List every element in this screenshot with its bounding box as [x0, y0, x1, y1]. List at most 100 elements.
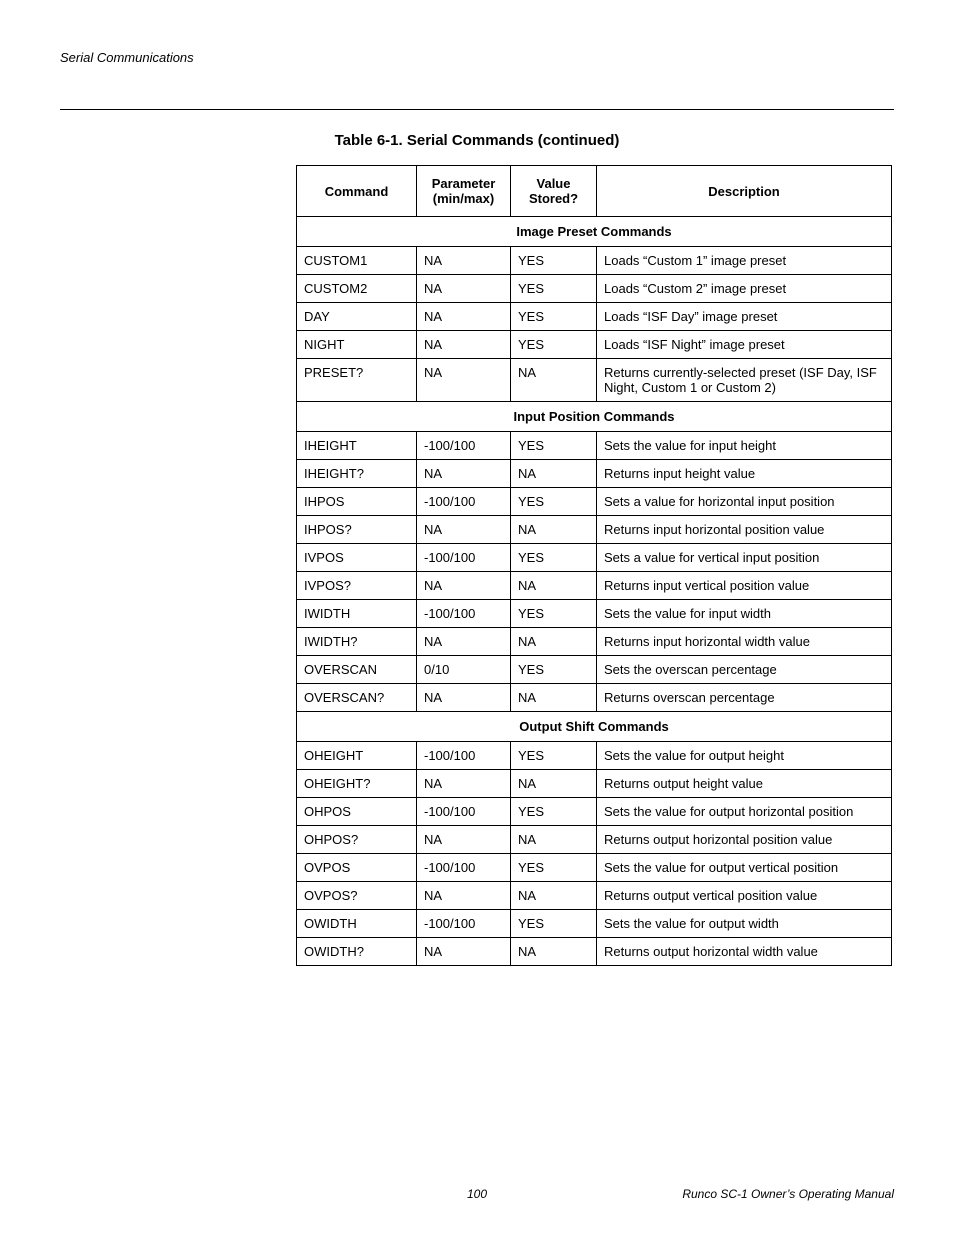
- cell-stored: YES: [511, 331, 597, 359]
- table-caption: Table 6-1. Serial Commands (continued): [60, 132, 894, 149]
- cell-param: NA: [417, 516, 511, 544]
- cell-stored: NA: [511, 826, 597, 854]
- cell-cmd: OHPOS: [297, 798, 417, 826]
- cell-param: NA: [417, 275, 511, 303]
- cell-param: -100/100: [417, 544, 511, 572]
- cell-cmd: PRESET?: [297, 359, 417, 402]
- cell-desc: Loads “Custom 2” image preset: [597, 275, 892, 303]
- cell-stored: YES: [511, 600, 597, 628]
- cell-stored: NA: [511, 572, 597, 600]
- cell-stored: NA: [511, 882, 597, 910]
- cell-cmd: IVPOS: [297, 544, 417, 572]
- cell-cmd: IHEIGHT: [297, 432, 417, 460]
- cell-stored: NA: [511, 516, 597, 544]
- cell-desc: Sets the value for input height: [597, 432, 892, 460]
- cell-cmd: OVERSCAN?: [297, 684, 417, 712]
- cell-param: -100/100: [417, 854, 511, 882]
- table-row: IVPOS?NANAReturns input vertical positio…: [297, 572, 892, 600]
- table-row: OHPOS?NANAReturns output horizontal posi…: [297, 826, 892, 854]
- cell-cmd: OHPOS?: [297, 826, 417, 854]
- cell-stored: YES: [511, 798, 597, 826]
- cell-desc: Returns input horizontal width value: [597, 628, 892, 656]
- table-row: IWIDTH?NANAReturns input horizontal widt…: [297, 628, 892, 656]
- table-section-row: Image Preset Commands: [297, 217, 892, 247]
- cell-stored: YES: [511, 303, 597, 331]
- cell-stored: YES: [511, 742, 597, 770]
- table-row: OHPOS-100/100YESSets the value for outpu…: [297, 798, 892, 826]
- table-container: Command Parameter (min/max) Value Stored…: [296, 165, 892, 966]
- cell-desc: Returns output horizontal width value: [597, 938, 892, 966]
- page-header: Serial Communications: [60, 50, 894, 110]
- cell-cmd: OHEIGHT: [297, 742, 417, 770]
- cell-cmd: DAY: [297, 303, 417, 331]
- cell-desc: Returns currently-selected preset (ISF D…: [597, 359, 892, 402]
- table-row: CUSTOM1NAYESLoads “Custom 1” image prese…: [297, 247, 892, 275]
- cell-param: 0/10: [417, 656, 511, 684]
- cell-cmd: IWIDTH?: [297, 628, 417, 656]
- table-row: OWIDTH-100/100YESSets the value for outp…: [297, 910, 892, 938]
- col-header-description: Description: [597, 166, 892, 217]
- cell-desc: Returns output horizontal position value: [597, 826, 892, 854]
- cell-cmd: IHEIGHT?: [297, 460, 417, 488]
- cell-param: -100/100: [417, 600, 511, 628]
- cell-cmd: CUSTOM2: [297, 275, 417, 303]
- cell-desc: Loads “ISF Night” image preset: [597, 331, 892, 359]
- cell-stored: NA: [511, 460, 597, 488]
- table-row: IWIDTH-100/100YESSets the value for inpu…: [297, 600, 892, 628]
- col-header-stored: Value Stored?: [511, 166, 597, 217]
- cell-cmd: IHPOS?: [297, 516, 417, 544]
- cell-cmd: NIGHT: [297, 331, 417, 359]
- cell-desc: Returns output height value: [597, 770, 892, 798]
- table-row: IHPOS?NANAReturns input horizontal posit…: [297, 516, 892, 544]
- cell-desc: Sets the value for output horizontal pos…: [597, 798, 892, 826]
- cell-stored: NA: [511, 770, 597, 798]
- cell-desc: Returns input horizontal position value: [597, 516, 892, 544]
- cell-desc: Sets a value for horizontal input positi…: [597, 488, 892, 516]
- cell-param: NA: [417, 826, 511, 854]
- cell-desc: Returns overscan percentage: [597, 684, 892, 712]
- cell-stored: YES: [511, 544, 597, 572]
- cell-cmd: OWIDTH: [297, 910, 417, 938]
- cell-stored: YES: [511, 488, 597, 516]
- cell-param: NA: [417, 247, 511, 275]
- cell-cmd: IHPOS: [297, 488, 417, 516]
- table-row: OVPOS?NANAReturns output vertical positi…: [297, 882, 892, 910]
- table-row: OHEIGHT?NANAReturns output height value: [297, 770, 892, 798]
- cell-cmd: OVPOS?: [297, 882, 417, 910]
- cell-stored: NA: [511, 359, 597, 402]
- cell-param: NA: [417, 628, 511, 656]
- cell-param: NA: [417, 684, 511, 712]
- cell-cmd: IWIDTH: [297, 600, 417, 628]
- table-row: OWIDTH?NANAReturns output horizontal wid…: [297, 938, 892, 966]
- cell-param: -100/100: [417, 798, 511, 826]
- cell-param: -100/100: [417, 488, 511, 516]
- table-row: IHEIGHT?NANAReturns input height value: [297, 460, 892, 488]
- table-row: CUSTOM2NAYESLoads “Custom 2” image prese…: [297, 275, 892, 303]
- cell-desc: Sets the value for input width: [597, 600, 892, 628]
- cell-stored: NA: [511, 938, 597, 966]
- table-header-row: Command Parameter (min/max) Value Stored…: [297, 166, 892, 217]
- table-row: IHPOS-100/100YESSets a value for horizon…: [297, 488, 892, 516]
- cell-param: -100/100: [417, 432, 511, 460]
- cell-desc: Loads “ISF Day” image preset: [597, 303, 892, 331]
- cell-cmd: IVPOS?: [297, 572, 417, 600]
- cell-param: NA: [417, 882, 511, 910]
- cell-param: -100/100: [417, 910, 511, 938]
- section-title: Output Shift Commands: [297, 712, 892, 742]
- table-row: OVERSCAN?NANAReturns overscan percentage: [297, 684, 892, 712]
- cell-desc: Sets the value for output width: [597, 910, 892, 938]
- table-section-row: Input Position Commands: [297, 402, 892, 432]
- cell-param: -100/100: [417, 742, 511, 770]
- cell-desc: Sets the value for output height: [597, 742, 892, 770]
- table-section-row: Output Shift Commands: [297, 712, 892, 742]
- cell-stored: YES: [511, 910, 597, 938]
- cell-stored: YES: [511, 247, 597, 275]
- cell-param: NA: [417, 938, 511, 966]
- col-header-parameter: Parameter (min/max): [417, 166, 511, 217]
- cell-cmd: OWIDTH?: [297, 938, 417, 966]
- cell-desc: Returns output vertical position value: [597, 882, 892, 910]
- table-row: IHEIGHT-100/100YESSets the value for inp…: [297, 432, 892, 460]
- cell-param: NA: [417, 770, 511, 798]
- cell-stored: YES: [511, 656, 597, 684]
- cell-cmd: OHEIGHT?: [297, 770, 417, 798]
